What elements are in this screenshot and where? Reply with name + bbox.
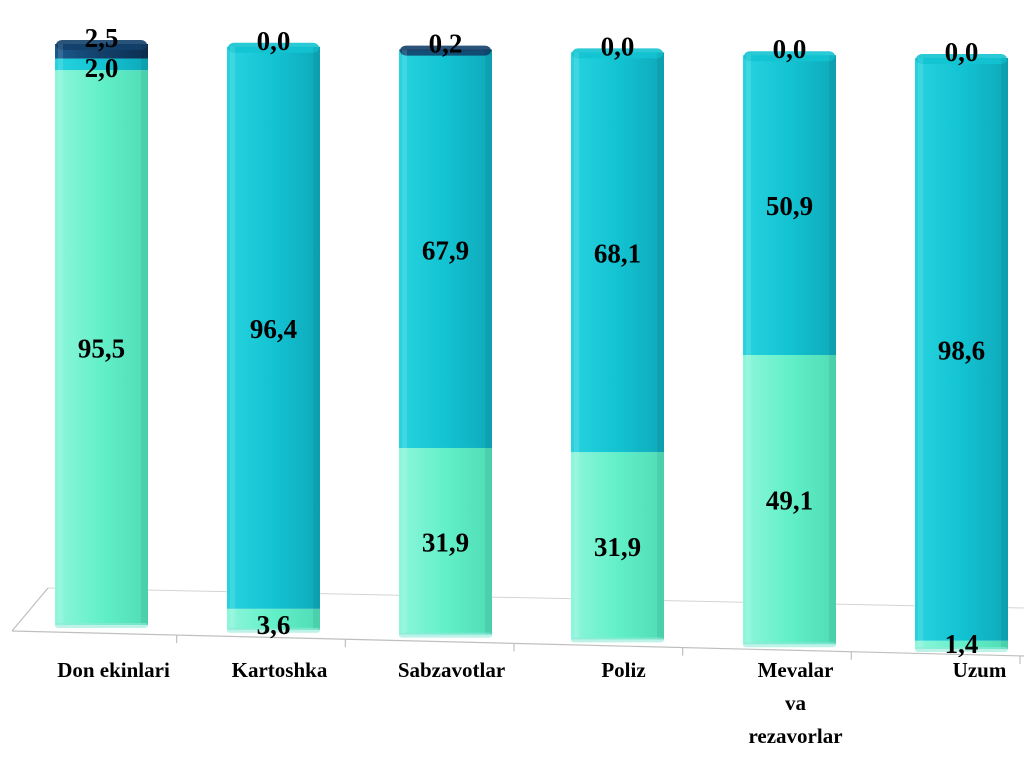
category-label-poliz: Poliz — [601, 658, 645, 682]
bar-don-ekinlari-series-1 — [55, 70, 148, 625]
bar-cap-mevalar-va-rezavorlar — [744, 51, 835, 62]
bar-uzum-series-2 — [915, 58, 1008, 641]
category-label-don-ekinlari: Don ekinlari — [57, 658, 170, 682]
bar-highlight-sabzavotlar — [402, 49, 407, 635]
data-label-mevalar-va-rezavorlar-series-1: 49,1 — [766, 486, 813, 516]
bars-group — [55, 40, 1008, 652]
bar-sabzavotlar-series-2 — [399, 50, 492, 448]
bar-highlight-poliz — [574, 52, 579, 640]
bar-kartoshka-series-2 — [227, 46, 320, 609]
bar-base-don-ekinlari — [55, 623, 148, 628]
data-label-mevalar-va-rezavorlar-series-3: 0,0 — [773, 34, 807, 64]
axis-floor — [11, 587, 1024, 664]
bar-highlight-kartoshka — [230, 46, 235, 630]
data-label-mevalar-va-rezavorlar-series-2: 50,9 — [766, 191, 813, 221]
data-labels-group: 95,5 2,02,5 3,6 96,4 0,0 31,9 67,9 0,2 31,9 68,1 0… — [78, 23, 985, 659]
category-label-mevalar-va-rezavorlar-line-3: rezavorlar — [748, 724, 842, 748]
bar-base-kartoshka — [227, 627, 320, 633]
floor-back-edge — [47, 587, 1024, 609]
category-label-mevalar-va-rezavorlar-line-2: va — [785, 691, 807, 715]
bar-cap-poliz — [572, 48, 663, 59]
bar-shade-don-ekinlari — [141, 44, 148, 625]
bar-don-ekinlari-series-2 — [55, 58, 148, 71]
data-label-poliz-series-2: 68,1 — [594, 238, 641, 268]
bar-shade-poliz — [657, 52, 664, 640]
category-label-uzum: Uzum — [953, 658, 1007, 682]
bar-highlight-mevalar-va-rezavorlar — [746, 55, 751, 645]
floor-front-edge — [11, 630, 1024, 657]
data-label-don-ekinlari-series-2: 2,0 — [85, 53, 119, 83]
bar-base-sabzavotlar — [399, 632, 492, 638]
bar-cap-don-ekinlari — [56, 40, 147, 50]
bar-highlight-uzum — [918, 58, 923, 649]
bar-shade-kartoshka — [313, 46, 320, 630]
data-label-poliz-series-3: 0,0 — [601, 31, 635, 61]
data-label-kartoshka-series-1: 3,6 — [257, 610, 291, 640]
bar-uzum-series-1 — [915, 640, 1008, 649]
category-label-kartoshka: Kartoshka — [232, 658, 328, 682]
bar-base-mevalar-va-rezavorlar — [743, 642, 836, 648]
data-label-uzum-series-1: 1,4 — [945, 629, 979, 659]
bar-shade-uzum — [1001, 58, 1008, 649]
bar-mevalar-va-rezavorlar-series-1 — [743, 355, 836, 645]
bar-sabzavotlar-series-1 — [399, 447, 492, 635]
floor-left-edge — [11, 587, 49, 632]
bar-base-uzum — [915, 647, 1008, 652]
data-label-uzum-series-2: 98,6 — [938, 335, 985, 365]
data-label-sabzavotlar-series-1: 31,9 — [422, 527, 469, 557]
category-label-sabzavotlar: Sabzavotlar — [398, 658, 505, 682]
bar-highlight-don-ekinlari — [58, 44, 63, 625]
bar-cap-uzum — [916, 54, 1007, 64]
data-label-sabzavotlar-series-2: 67,9 — [422, 235, 469, 265]
data-label-sabzavotlar-series-3: 0,2 — [429, 29, 463, 59]
category-label-mevalar-va-rezavorlar-line-1: Mevalar — [758, 658, 834, 682]
bar-kartoshka-series-1 — [227, 608, 320, 630]
bar-poliz-series-2 — [571, 52, 664, 453]
data-label-uzum-series-3: 0,0 — [945, 37, 979, 67]
data-label-kartoshka-series-3: 0,0 — [257, 26, 291, 56]
data-label-poliz-series-1: 31,9 — [594, 532, 641, 562]
bar-shade-sabzavotlar — [485, 49, 492, 635]
category-labels-group: Don ekinlari Kartoshka Sabzavotlar Poliz Mev… — [57, 658, 1007, 748]
bar-cap-kartoshka — [228, 42, 319, 53]
data-label-kartoshka-series-2: 96,4 — [250, 314, 297, 344]
data-label-don-ekinlari-series-1: 95,5 — [78, 334, 125, 364]
bar-cap-sabzavotlar — [400, 45, 491, 56]
bar-poliz-series-1 — [571, 452, 664, 640]
bar-mevalar-va-rezavorlar-series-2 — [743, 55, 836, 356]
bar-shade-mevalar-va-rezavorlar — [829, 55, 836, 645]
data-label-don-ekinlari-series-3: 2,5 — [85, 23, 119, 53]
bar-base-poliz — [571, 637, 664, 643]
